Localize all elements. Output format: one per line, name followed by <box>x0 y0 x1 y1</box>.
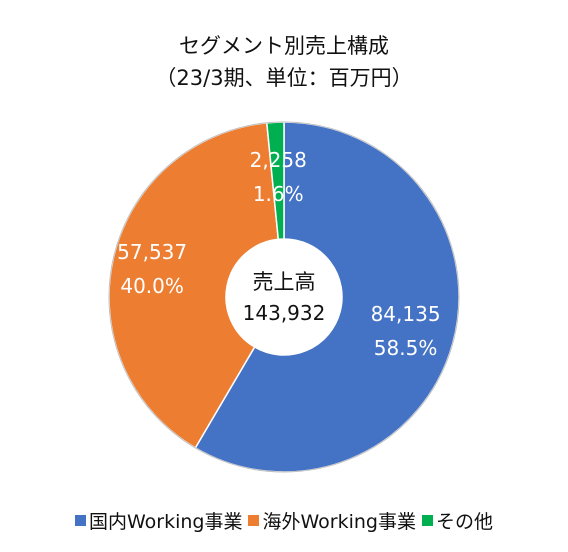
data-label-value-3: 2,258 <box>250 148 307 172</box>
legend-item-3: その他 <box>421 507 493 534</box>
center-value: 143,932 <box>243 301 326 325</box>
data-label-percent-1: 58.5% <box>374 336 438 360</box>
legend-item-1: 国内Working事業 <box>74 507 243 534</box>
donut-outer-border <box>108 121 460 473</box>
legend-item-2: 海外Working事業 <box>248 507 416 534</box>
legend-label-3: その他 <box>435 511 493 533</box>
legend-swatch-1 <box>74 515 86 526</box>
legend-label-2: 海外Working事業 <box>262 511 416 533</box>
chart-subtitle: （23/3期、単位：百万円） <box>155 66 413 90</box>
center-label: 売上高 <box>253 270 316 294</box>
data-label-value-2: 57,537 <box>117 240 187 264</box>
chart-title: セグメント別売上構成 <box>179 34 389 58</box>
data-label-value-1: 84,135 <box>371 302 441 326</box>
legend-swatch-3 <box>421 515 433 526</box>
data-label-percent-3: 1.6% <box>253 182 304 206</box>
data-label-percent-2: 40.0% <box>120 274 184 298</box>
legend-swatch-2 <box>248 515 260 526</box>
chart-legend: 国内Working事業 海外Working事業 その他 <box>0 507 568 534</box>
legend-label-1: 国内Working事業 <box>88 511 243 533</box>
